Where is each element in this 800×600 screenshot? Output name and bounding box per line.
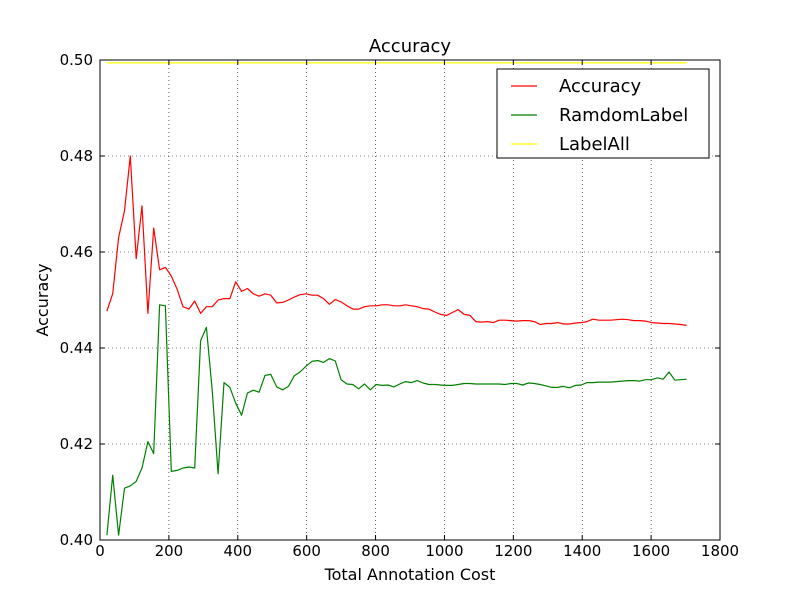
x-tick-label: 400 xyxy=(223,542,252,560)
x-tick-label: 0 xyxy=(95,542,105,560)
x-axis-label: Total Annotation Cost xyxy=(324,565,496,584)
y-tick-label: 0.44 xyxy=(60,339,93,357)
legend-label-accuracy: Accuracy xyxy=(559,76,642,97)
legend-label-labelall: LabelAll xyxy=(559,134,630,155)
chart-title: Accuracy xyxy=(369,36,452,57)
x-tick-label: 1600 xyxy=(632,542,670,560)
y-axis-label: Accuracy xyxy=(33,263,52,336)
x-tick-label: 1200 xyxy=(494,542,532,560)
ramdomlabel-series-line xyxy=(106,304,687,536)
axis-ticks: 0 200 400 600 800 1000 1200 1400 1600 1800 0.40 0.4… xyxy=(60,51,740,560)
legend-box xyxy=(496,68,710,159)
legend: Accuracy RamdomLabel LabelAll xyxy=(496,68,710,159)
legend-label-ramdomlabel: RamdomLabel xyxy=(559,105,688,126)
plot-frame xyxy=(99,59,721,541)
y-tick-label: 0.42 xyxy=(60,435,93,453)
series-lines xyxy=(106,62,687,536)
x-tick-label: 200 xyxy=(155,542,184,560)
x-tick-label: 1800 xyxy=(701,542,739,560)
accuracy-series-line xyxy=(106,155,687,326)
y-tick-label: 0.50 xyxy=(60,51,93,69)
x-tick-label: 1400 xyxy=(563,542,601,560)
y-tick-label: 0.48 xyxy=(60,147,93,165)
x-tick-label: 800 xyxy=(361,542,390,560)
y-tick-label: 0.40 xyxy=(60,531,93,549)
x-tick-label: 600 xyxy=(292,542,321,560)
x-tick-label: 1000 xyxy=(425,542,463,560)
y-tick-label: 0.46 xyxy=(60,243,93,261)
